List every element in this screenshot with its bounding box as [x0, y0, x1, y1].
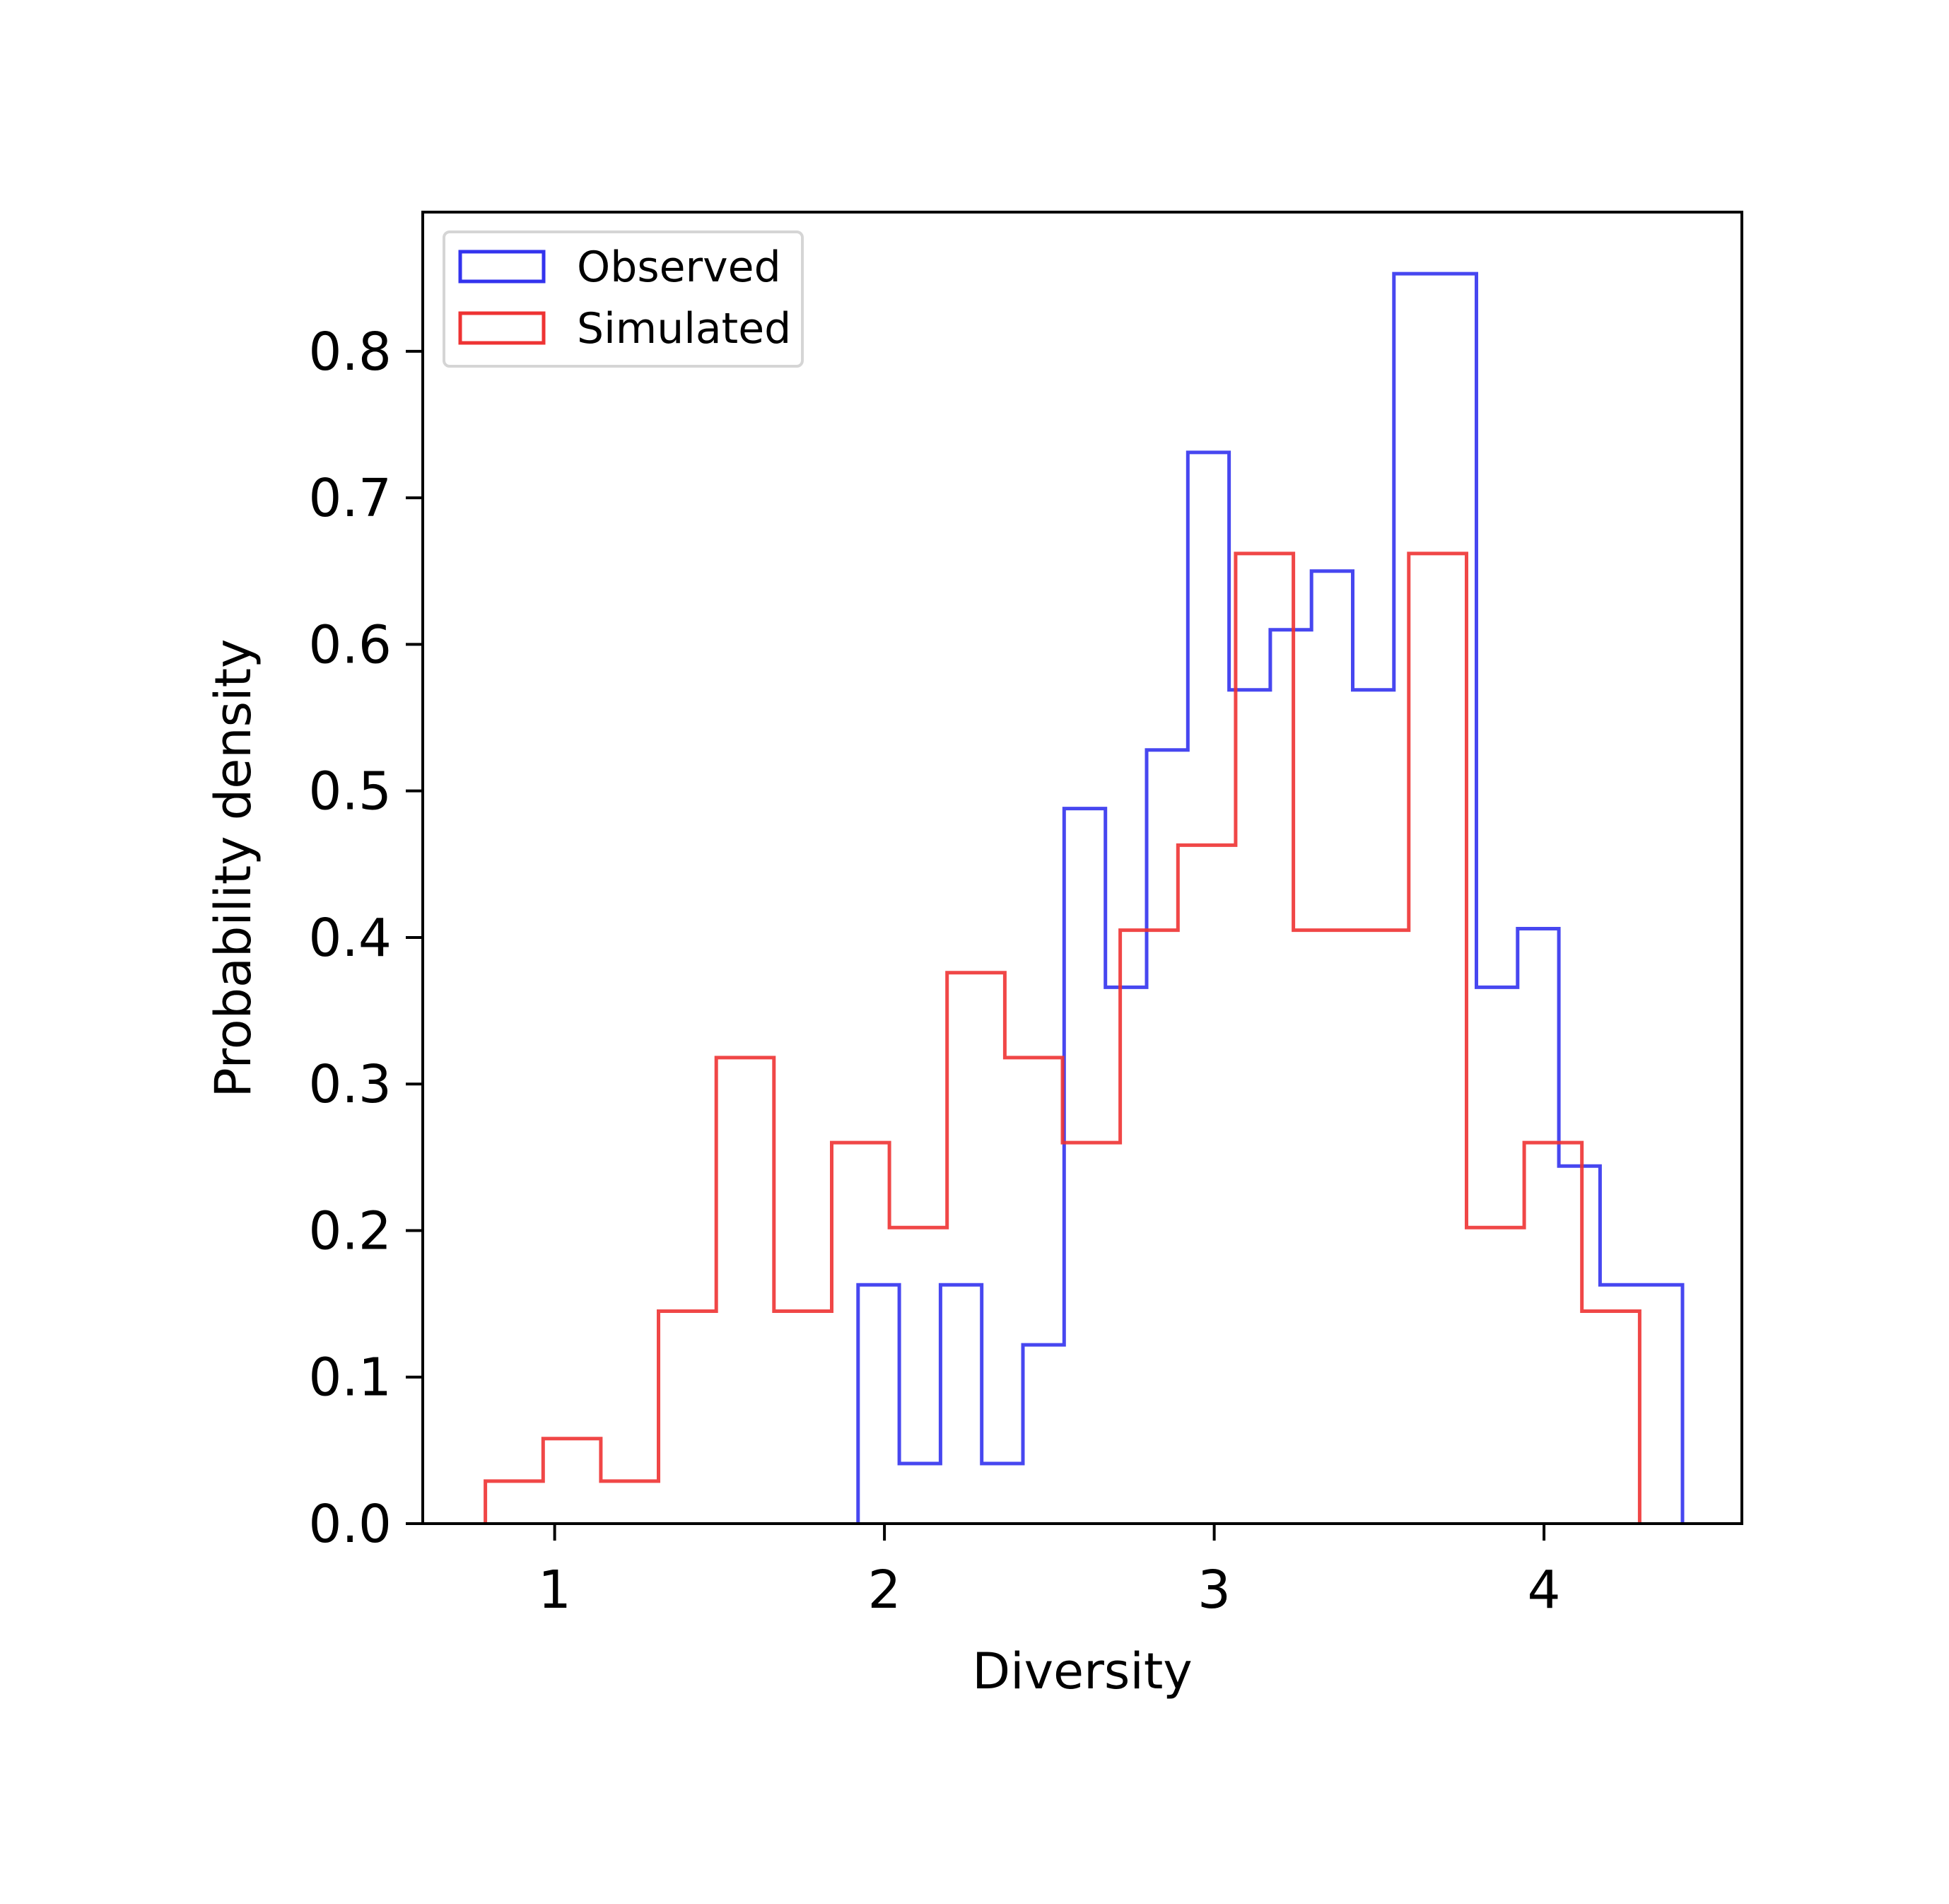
y-tick-label: 0.1 — [308, 1348, 392, 1408]
x-tick-label: 2 — [868, 1560, 901, 1620]
y-tick-label: 0.8 — [308, 322, 392, 382]
legend-swatch-observed — [458, 250, 546, 284]
y-tick-label: 0.0 — [308, 1494, 392, 1555]
y-tick-label: 0.3 — [308, 1054, 392, 1115]
y-tick-label: 0.2 — [308, 1201, 392, 1261]
plot-frame — [421, 211, 1743, 1525]
y-tick-label: 0.5 — [308, 761, 392, 822]
legend-label-simulated: Simulated — [577, 304, 791, 354]
series-layer — [484, 271, 1685, 1524]
x-tick-label: 3 — [1198, 1560, 1231, 1620]
y-axis-label: Probability density — [204, 639, 262, 1098]
x-axis-label: Diversity — [972, 1642, 1192, 1700]
y-tick-label: 0.7 — [308, 468, 392, 529]
x-tick-label: 4 — [1528, 1560, 1561, 1620]
series-step-observed — [856, 271, 1685, 1524]
legend-swatch-simulated — [458, 311, 546, 345]
y-tick-label: 0.6 — [308, 614, 392, 675]
x-tick-label: 1 — [538, 1560, 571, 1620]
legend-box — [443, 230, 804, 368]
x-axis: 1 2 3 4 — [538, 1524, 1561, 1620]
y-tick-label: 0.4 — [308, 908, 392, 969]
series-step-simulated — [484, 551, 1641, 1524]
y-axis: 0.0 0.1 0.2 0.3 0.4 0.5 0.6 0.7 0.8 — [308, 322, 423, 1555]
legend-label-observed: Observed — [577, 243, 781, 292]
legend: Observed Simulated — [443, 230, 804, 368]
